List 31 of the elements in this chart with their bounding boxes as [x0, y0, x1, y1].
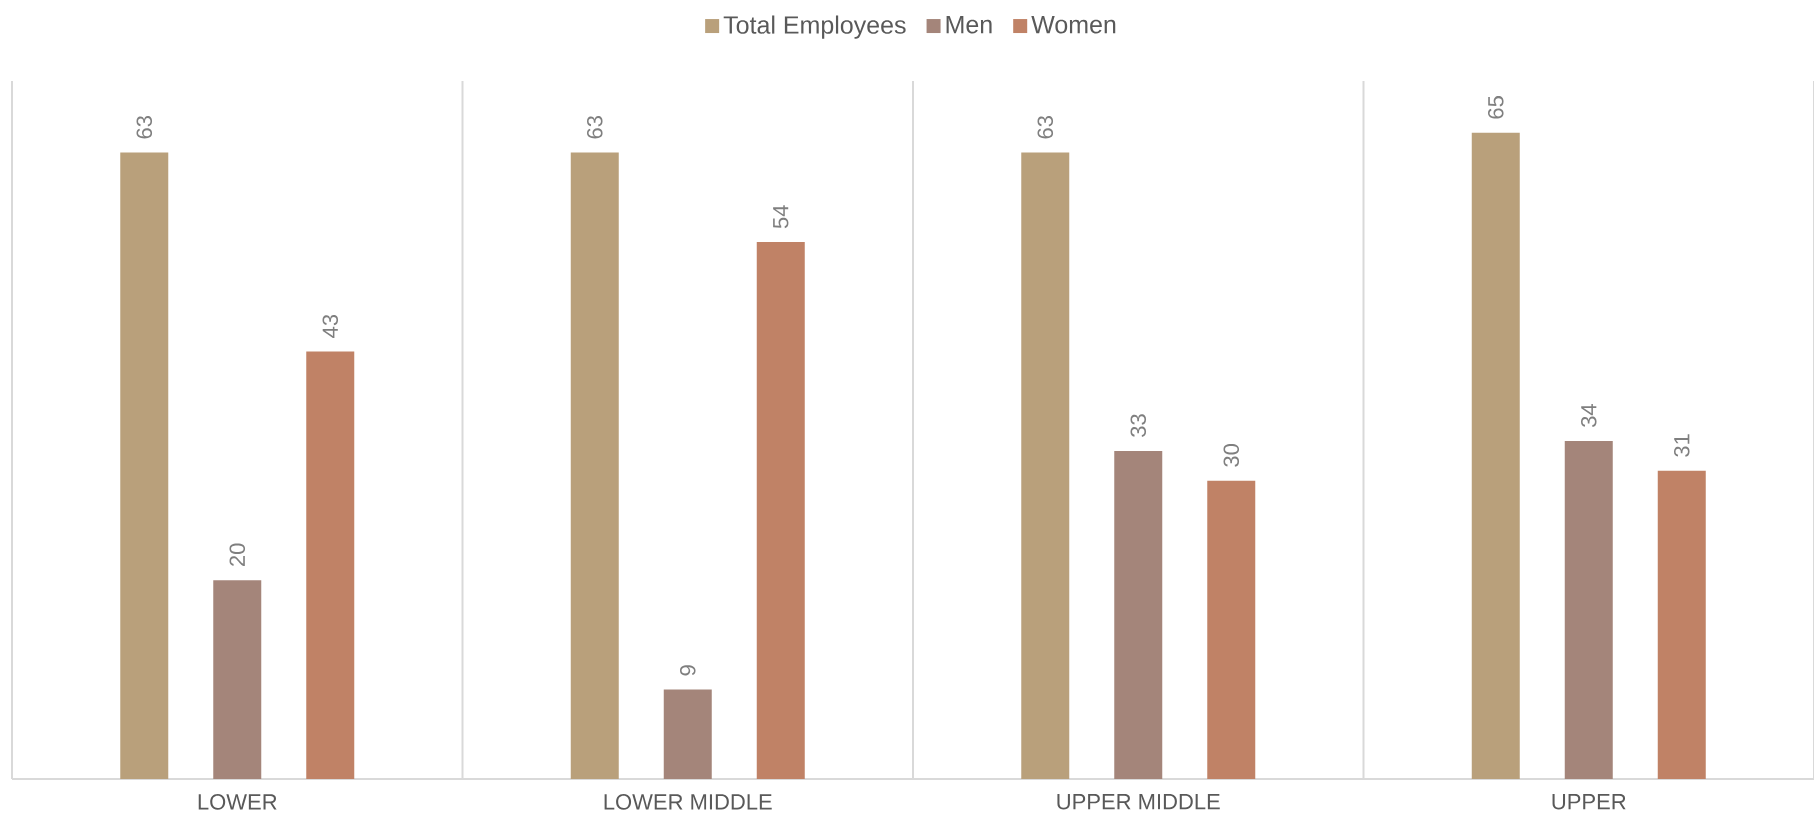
- data-label: 31: [1673, 434, 1690, 457]
- bar: [1657, 470, 1706, 779]
- bar: [756, 242, 805, 779]
- x-tick-label: UPPER: [1552, 794, 1626, 810]
- bar: [1471, 132, 1520, 779]
- bar: [1021, 152, 1070, 779]
- data-label: 33: [1130, 414, 1147, 437]
- data-label: 54: [773, 205, 789, 229]
- bar: [1207, 480, 1256, 779]
- bar: [1564, 440, 1613, 779]
- data-label: 63: [1037, 116, 1054, 139]
- bar: [306, 351, 355, 779]
- data-label: 43: [322, 314, 339, 338]
- bar: [120, 152, 169, 779]
- legend-label: Total Employees: [723, 15, 906, 39]
- bar: [1114, 450, 1163, 779]
- data-label: 65: [1487, 96, 1504, 119]
- data-label: 34: [1580, 404, 1597, 428]
- x-tick-label: UPPER MIDDLE: [1057, 794, 1220, 810]
- legend-label: Men: [946, 15, 992, 34]
- data-label: 63: [136, 116, 153, 139]
- data-label: 30: [1223, 444, 1240, 467]
- data-label: 20: [229, 543, 246, 566]
- x-tick-label: LOWER MIDDLE: [604, 794, 772, 810]
- x-tick-label: LOWER: [198, 794, 277, 810]
- bar: [570, 152, 619, 779]
- data-label: 63: [586, 116, 603, 139]
- bar: [213, 580, 262, 779]
- data-label: 9: [679, 665, 696, 676]
- legend-label: Women: [1031, 15, 1116, 34]
- bar: [663, 689, 712, 779]
